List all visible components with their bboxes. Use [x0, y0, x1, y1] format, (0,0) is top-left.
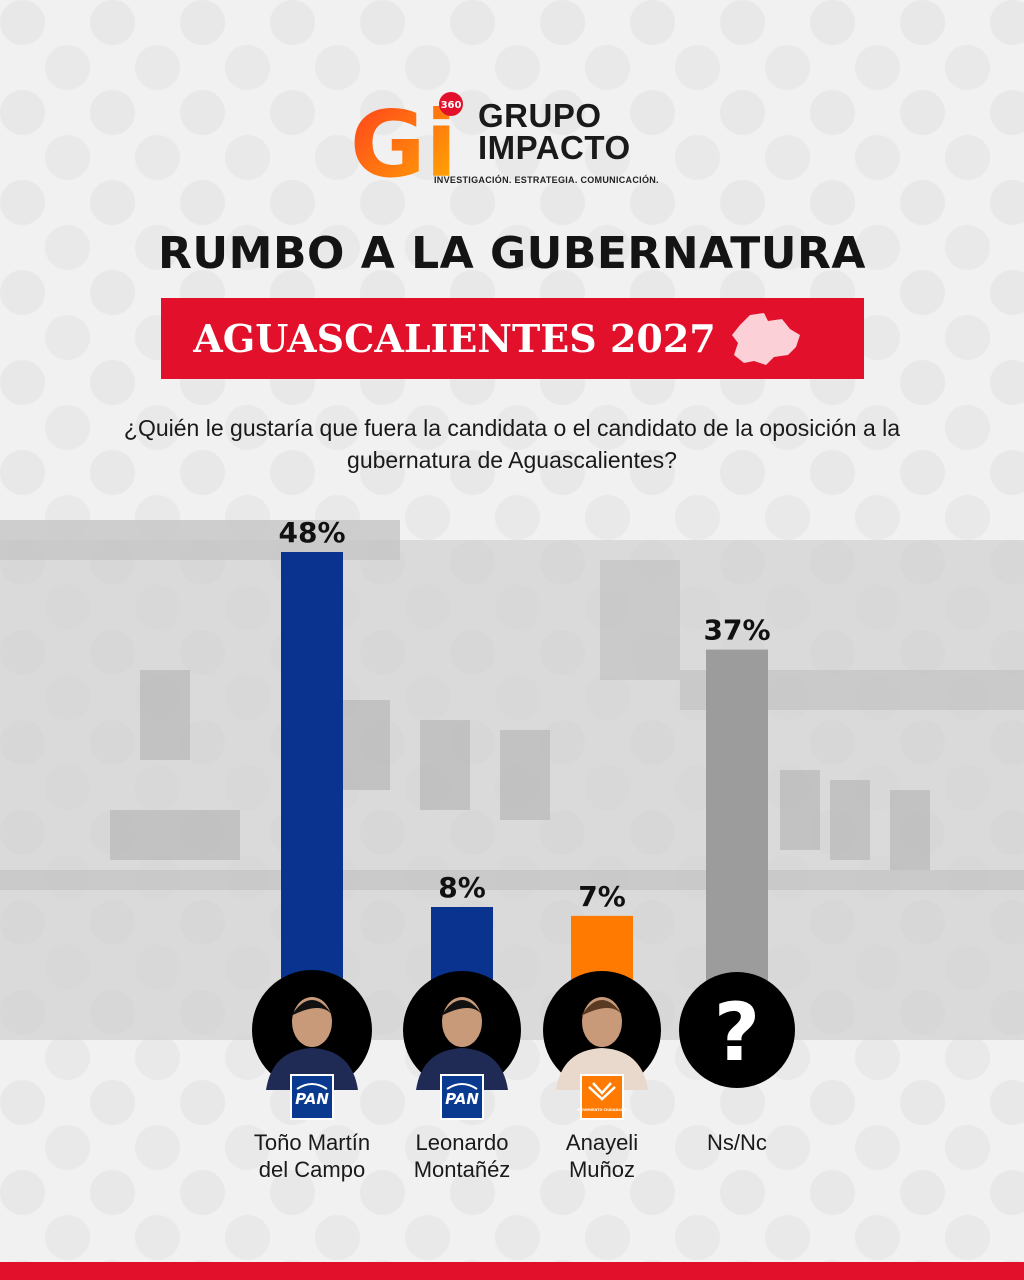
unknown-circle — [679, 972, 795, 1088]
grupo-impacto-logo: Gi 360 GRUPO IMPACTO INVESTIGACIÓN. ESTR… — [350, 92, 680, 192]
state-banner: AGUASCALIENTES 2027 — [161, 298, 864, 379]
bar-3 — [706, 649, 768, 1008]
value-label-2: 7% — [578, 880, 626, 913]
candidate-silhouette-icon-2 — [556, 997, 648, 1090]
logo-name-line1: GRUPO — [478, 97, 602, 134]
survey-question: ¿Quién le gustaría que fuera la candidat… — [123, 415, 901, 473]
category-label-0-line-1: del Campo — [259, 1157, 365, 1182]
value-label-1: 8% — [438, 871, 486, 904]
category-label-2-line-0: Anayeli — [566, 1130, 638, 1155]
bottom-accent-bar — [0, 1262, 1024, 1280]
party-badge-text-1: PAN — [445, 1090, 479, 1108]
category-label-2-line-1: Muñoz — [569, 1157, 635, 1182]
category-label-1-line-1: Montañéz — [414, 1157, 511, 1182]
category-label-3-line-0: Ns/Nc — [707, 1130, 767, 1155]
logo-tagline: INVESTIGACIÓN. ESTRATEGIA. COMUNICACIÓN. — [434, 175, 659, 185]
value-label-0: 48% — [278, 516, 345, 549]
logo-name-line2: IMPACTO — [478, 129, 631, 166]
candidate-silhouette-icon-1 — [416, 997, 508, 1090]
category-label-1-line-0: Leonardo — [416, 1130, 509, 1155]
party-badge-text-2: MOVIMIENTO CIUDADANO — [577, 1108, 626, 1112]
logo-badge: 360 — [441, 100, 462, 111]
question-mark-icon: ? — [714, 986, 760, 1079]
category-label-0-line-0: Toño Martín — [254, 1130, 370, 1155]
gi-360-logo-icon: Gi 360 — [350, 92, 463, 187]
bar-0 — [281, 552, 343, 1008]
pan-party-logo-icon — [290, 1074, 334, 1120]
logo-mark-letters: Gi — [350, 92, 457, 187]
mc-party-logo-icon — [580, 1074, 624, 1120]
logo-name: GRUPO IMPACTO — [478, 97, 678, 166]
party-badge-text-0: PAN — [295, 1090, 329, 1108]
value-label-3: 37% — [703, 614, 770, 647]
page-title: RUMBO A LA GUBERNATURA — [158, 228, 866, 279]
candidate-silhouette-icon-0 — [266, 997, 358, 1090]
pan-party-logo-icon — [440, 1074, 484, 1120]
aguascalientes-map-icon — [731, 312, 800, 365]
banner-text: AGUASCALIENTES 2027 — [193, 316, 716, 361]
